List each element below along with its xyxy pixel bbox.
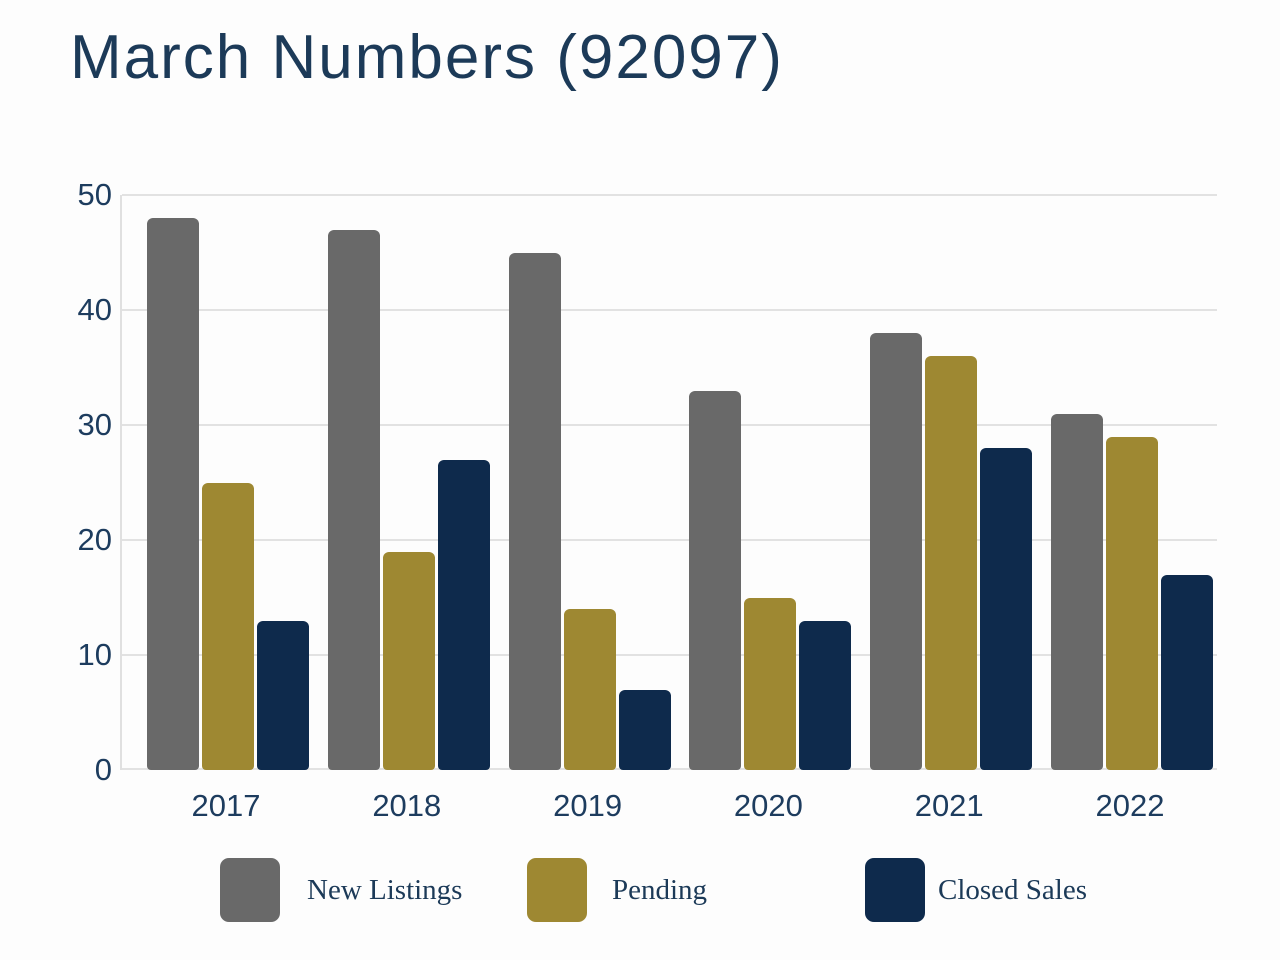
bar-pending-2018 xyxy=(382,551,435,770)
x-tick-2022: 2022 xyxy=(1095,788,1165,823)
bar-new-listings-2020 xyxy=(689,390,742,770)
bar-group-2022 xyxy=(1050,413,1213,770)
bar-group-2019 xyxy=(508,252,671,770)
y-tick-30: 30 xyxy=(77,407,112,442)
bar-group-2017 xyxy=(147,218,309,770)
bar-new-listings-2019 xyxy=(508,252,561,770)
bar-group-2018 xyxy=(327,229,490,770)
x-tick-2019: 2019 xyxy=(553,788,623,823)
bar-pending-2017 xyxy=(202,482,254,770)
legend-label-pending: Pending xyxy=(612,873,708,906)
bar-pending-2021 xyxy=(925,356,978,770)
bar-new-listings-2021 xyxy=(870,333,923,770)
legend-item-new-listings: New Listings xyxy=(220,858,462,922)
legend-swatch-closed-sales xyxy=(865,858,925,922)
y-tick-40: 40 xyxy=(77,292,112,327)
bar-pending-2020 xyxy=(744,597,797,770)
y-tick-20: 20 xyxy=(77,522,112,557)
bar-closed-sales-2022 xyxy=(1160,574,1213,770)
plot-area xyxy=(120,194,1217,770)
x-tick-2018: 2018 xyxy=(372,788,442,823)
bar-pending-2019 xyxy=(563,609,616,770)
bar-new-listings-2017 xyxy=(147,218,199,770)
bar-closed-sales-2018 xyxy=(437,459,490,770)
bar-new-listings-2018 xyxy=(327,229,380,770)
legend-item-closed-sales: Closed Sales xyxy=(865,858,1087,922)
x-tick-2020: 2020 xyxy=(733,788,803,823)
legend-item-pending: Pending xyxy=(527,858,707,922)
gridline-10 xyxy=(122,654,1217,656)
gridline-50 xyxy=(122,194,1217,196)
gridline-20 xyxy=(122,539,1217,541)
y-tick-50: 50 xyxy=(77,177,112,212)
legend-swatch-new-listings xyxy=(220,858,280,922)
bar-closed-sales-2021 xyxy=(980,448,1033,770)
gridline-40 xyxy=(122,309,1217,311)
x-tick-2017: 2017 xyxy=(191,788,261,823)
bar-closed-sales-2020 xyxy=(799,620,852,770)
bar-closed-sales-2017 xyxy=(257,620,309,770)
y-tick-10: 10 xyxy=(77,637,112,672)
bar-groups xyxy=(122,195,1217,770)
gridline-30 xyxy=(122,424,1217,426)
bar-pending-2022 xyxy=(1105,436,1158,770)
legend-swatch-pending xyxy=(527,858,587,922)
legend: New Listings Pending Closed Sales xyxy=(0,858,1280,930)
bar-new-listings-2022 xyxy=(1050,413,1103,770)
y-tick-0: 0 xyxy=(94,752,112,787)
legend-label-new-listings: New Listings xyxy=(307,873,463,906)
legend-label-closed-sales: Closed Sales xyxy=(938,873,1088,906)
chart-title: March Numbers (92097) xyxy=(70,23,784,92)
bar-group-2020 xyxy=(689,390,852,770)
x-tick-2021: 2021 xyxy=(914,788,984,823)
bar-closed-sales-2019 xyxy=(618,689,671,770)
bar-group-2021 xyxy=(870,333,1033,770)
x-axis-labels: 2017 2018 2019 2020 2021 2022 xyxy=(120,788,1215,824)
